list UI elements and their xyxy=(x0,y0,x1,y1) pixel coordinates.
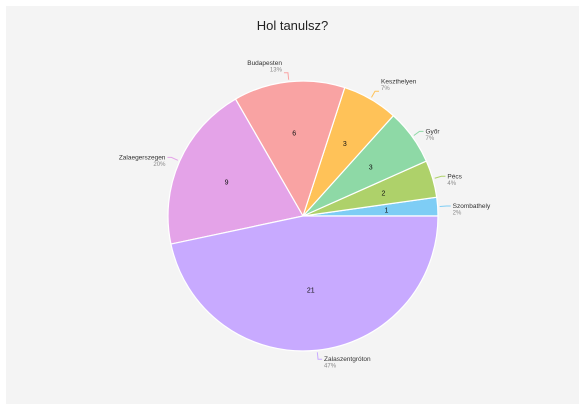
slice-value-label: 3 xyxy=(343,141,347,148)
slice-value-label: 1 xyxy=(385,208,389,215)
leader-line xyxy=(283,72,290,80)
slice-category-label: Győr xyxy=(425,128,440,135)
pie-chart: 1Szombathely2%2Pécs4%3Győr7%3Keszthelyen… xyxy=(119,60,491,370)
slice-percent-label: 20% xyxy=(153,162,166,168)
slice-percent-label: 2% xyxy=(453,210,462,216)
slice-value-label: 21 xyxy=(307,287,315,294)
slice-category-label: Zalaegerszegen xyxy=(119,154,166,161)
leader-line xyxy=(371,90,379,98)
slice-category-label: Zalaszentgróton xyxy=(324,356,371,363)
slice-percent-label: 47% xyxy=(324,364,337,370)
slice-percent-label: 7% xyxy=(381,86,390,92)
leader-line xyxy=(316,352,323,360)
slice-value-label: 2 xyxy=(382,190,386,197)
chart-title: Hol tanulsz? xyxy=(256,18,329,33)
leader-line xyxy=(413,130,424,136)
pie-slice-zalaegerszegen xyxy=(167,98,304,245)
slice-category-label: Szombathely xyxy=(453,203,491,210)
slice-value-label: 9 xyxy=(225,179,229,186)
leader-line xyxy=(167,156,179,161)
slice-category-label: Keszthelyen xyxy=(381,78,417,85)
pie-slice-zalaszentgroton xyxy=(170,215,439,352)
leader-line xyxy=(434,175,446,179)
slice-category-label: Budapesten xyxy=(247,60,282,67)
slice-percent-label: 4% xyxy=(447,181,456,187)
chart-panel: Hol tanulsz? 1 Szombathely 2% 2 Pécs 4% 3 Győr 7… xyxy=(6,6,579,404)
slice-percent-label: 7% xyxy=(425,136,434,142)
slice-value-label: 6 xyxy=(292,130,296,137)
slice-category-label: Pécs xyxy=(447,173,462,180)
pie-slice-budapesten xyxy=(234,80,346,218)
slice-value-label: 3 xyxy=(369,164,373,171)
slice-percent-label: 13% xyxy=(270,67,283,73)
